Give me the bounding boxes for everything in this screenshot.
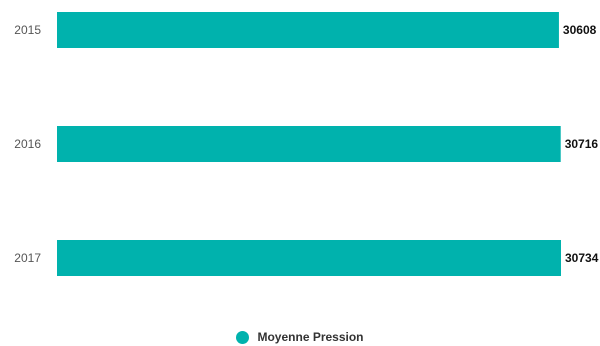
data-label-2017: 30734 bbox=[565, 251, 599, 265]
legend-item-moyenne-pression[interactable]: Moyenne Pression bbox=[236, 330, 364, 344]
category-label-2015: 2015 bbox=[14, 23, 41, 37]
data-label-2016: 30716 bbox=[565, 137, 599, 151]
legend-label: Moyenne Pression bbox=[257, 330, 364, 344]
bar-2017[interactable] bbox=[57, 240, 561, 276]
legend: Moyenne Pression bbox=[0, 330, 600, 344]
bar-2016[interactable] bbox=[57, 126, 561, 162]
legend-swatch-icon bbox=[236, 330, 250, 344]
category-label-2017: 2017 bbox=[14, 251, 41, 265]
bar-2015[interactable] bbox=[57, 12, 559, 48]
data-label-2015: 30608 bbox=[563, 23, 597, 37]
category-label-2016: 2016 bbox=[14, 137, 41, 151]
